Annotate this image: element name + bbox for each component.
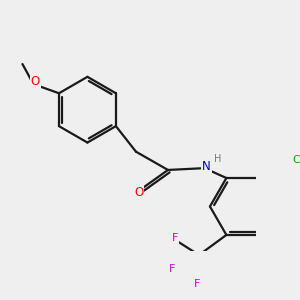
Text: F: F [168,264,175,274]
Text: O: O [31,75,40,88]
Text: O: O [134,186,143,199]
Text: N: N [202,160,211,173]
Text: H: H [214,154,221,164]
Text: F: F [194,279,200,289]
Text: F: F [172,233,178,243]
Text: Cl: Cl [292,155,300,165]
